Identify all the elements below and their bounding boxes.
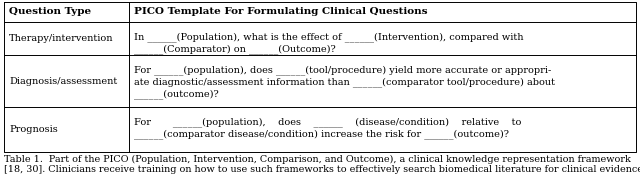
Text: ______(comparator disease/condition) increase the risk for ______(outcome)?: ______(comparator disease/condition) inc… xyxy=(134,129,509,139)
Text: For       ______(population),    does    ______    (disease/condition)    relati: For ______(population), does ______ (dis… xyxy=(134,117,522,127)
Text: ______(outcome)?: ______(outcome)? xyxy=(134,89,219,99)
Text: ______(Comparator) on ______(Outcome)?: ______(Comparator) on ______(Outcome)? xyxy=(134,44,336,54)
Text: Therapy/intervention: Therapy/intervention xyxy=(9,34,113,43)
Text: In ______(Population), what is the effect of ______(Intervention), compared with: In ______(Population), what is the effec… xyxy=(134,32,524,42)
Text: [18, 30]. Clinicians receive training on how to use such frameworks to effective: [18, 30]. Clinicians receive training on… xyxy=(4,165,640,175)
Text: Question Type: Question Type xyxy=(9,7,91,16)
Text: Diagnosis/assessment: Diagnosis/assessment xyxy=(9,77,117,86)
Text: PICO Template For Formulating Clinical Questions: PICO Template For Formulating Clinical Q… xyxy=(134,7,428,16)
Text: Table 1.  Part of the PICO (Population, Intervention, Comparison, and Outcome), : Table 1. Part of the PICO (Population, I… xyxy=(4,155,631,164)
Text: ate diagnostic/assessment information than ______(comparator tool/procedure) abo: ate diagnostic/assessment information th… xyxy=(134,77,555,87)
Text: Prognosis: Prognosis xyxy=(9,125,58,134)
Text: For ______(population), does ______(tool/procedure) yield more accurate or appro: For ______(population), does ______(tool… xyxy=(134,65,552,75)
